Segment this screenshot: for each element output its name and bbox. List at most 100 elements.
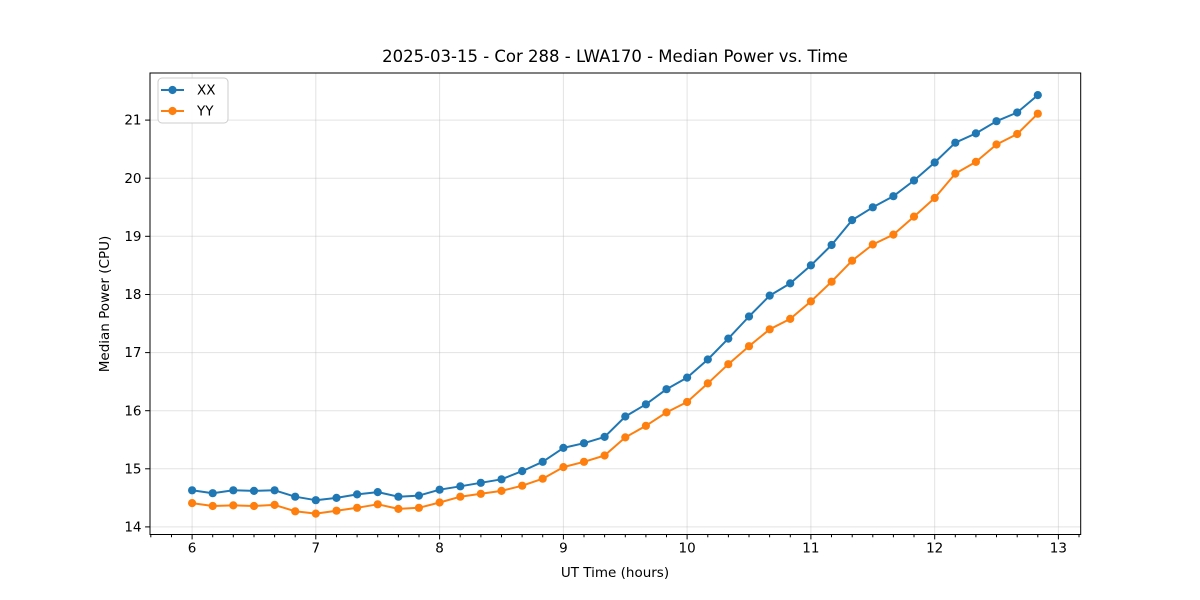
data-point-xx <box>579 439 589 448</box>
axes-ticks: 6 7 8 9 10 11 12 13 14 15 16 17 18 19 20 21 <box>124 113 1080 557</box>
data-point-yy <box>414 503 423 512</box>
data-point-xx <box>435 485 444 494</box>
data-point-xx <box>1013 108 1022 117</box>
data-point-xx <box>909 176 919 185</box>
data-point-yy <box>724 360 733 369</box>
data-point-yy <box>765 325 774 334</box>
data-point-xx <box>414 491 423 500</box>
x-tick-label: 9 <box>559 541 568 557</box>
series-line-xx <box>191 94 1039 502</box>
data-point-xx <box>497 475 506 484</box>
x-tick-label: 12 <box>926 541 943 557</box>
data-point-xx <box>848 216 857 225</box>
data-point-xx <box>353 490 362 499</box>
data-point-yy <box>930 193 939 203</box>
x-tick-label: 7 <box>312 541 321 557</box>
series-group <box>188 91 1042 518</box>
data-point-yy <box>909 212 919 221</box>
data-point-xx <box>786 279 795 288</box>
data-point-yy <box>188 499 197 508</box>
data-point-yy <box>332 506 341 515</box>
data-point-yy <box>951 169 960 178</box>
data-point-xx <box>827 240 836 250</box>
data-point-yy <box>538 474 547 483</box>
data-point-yy <box>868 240 877 249</box>
data-point-xx <box>518 467 527 476</box>
data-point-yy <box>208 501 217 511</box>
data-point-yy <box>683 397 692 407</box>
chart-title: 2025-03-15 - Cor 288 - LWA170 - Median P… <box>382 47 848 66</box>
data-point-xx <box>724 334 733 343</box>
data-point-xx <box>930 158 939 167</box>
data-point-yy <box>971 157 981 166</box>
x-tick-label: 10 <box>679 541 696 557</box>
data-point-xx <box>476 478 485 487</box>
data-point-xx <box>394 492 403 501</box>
data-point-yy <box>559 463 568 472</box>
x-tick-label: 11 <box>802 541 819 557</box>
data-point-xx <box>600 432 609 441</box>
y-tick-label: 21 <box>124 113 141 129</box>
data-point-xx <box>641 400 651 409</box>
data-point-yy <box>806 297 816 306</box>
data-point-yy <box>497 486 506 495</box>
plot-border <box>149 72 1082 535</box>
data-point-xx <box>889 192 898 201</box>
legend-label: XX <box>197 83 216 99</box>
y-tick-label: 15 <box>124 461 141 477</box>
data-point-xx <box>311 496 320 505</box>
data-point-yy <box>621 433 630 442</box>
data-point-yy <box>641 421 651 430</box>
data-point-xx <box>538 457 547 466</box>
legend-frame <box>157 77 229 124</box>
y-tick-label: 14 <box>124 519 141 535</box>
legend-label: YY <box>196 104 214 120</box>
x-tick-label: 6 <box>188 541 197 557</box>
y-tick-label: 20 <box>124 171 141 187</box>
data-point-yy <box>1013 129 1022 139</box>
data-point-yy <box>827 277 836 286</box>
data-point-xx <box>291 492 300 501</box>
data-point-yy <box>270 500 279 509</box>
data-point-xx <box>683 373 692 382</box>
series-line-yy <box>191 112 1039 515</box>
data-point-xx <box>208 489 217 498</box>
data-point-yy <box>744 342 754 351</box>
data-point-yy <box>394 504 403 513</box>
data-point-xx <box>765 291 774 300</box>
data-point-xx <box>662 385 671 394</box>
data-point-yy <box>992 140 1001 149</box>
grid <box>150 73 1081 535</box>
data-point-xx <box>621 412 630 421</box>
data-point-yy <box>889 230 898 239</box>
data-point-xx <box>229 486 238 495</box>
data-point-yy <box>456 492 465 501</box>
data-point-xx <box>270 486 279 495</box>
x-axis-label: UT Time (hours) <box>560 565 670 581</box>
data-point-yy <box>476 489 485 498</box>
y-tick-label: 19 <box>124 229 141 245</box>
data-point-yy <box>229 501 238 510</box>
x-tick-label: 13 <box>1050 541 1067 557</box>
data-point-yy <box>373 500 382 509</box>
data-point-yy <box>249 501 259 511</box>
data-point-xx <box>951 138 960 147</box>
data-point-xx <box>1033 91 1042 100</box>
data-point-yy <box>600 451 609 460</box>
data-point-yy <box>518 481 527 490</box>
data-point-yy <box>786 314 795 323</box>
data-point-yy <box>662 408 671 417</box>
y-tick-label: 18 <box>124 287 141 303</box>
data-point-yy <box>848 256 857 265</box>
legend-sample-marker <box>168 106 177 116</box>
x-tick-label: 8 <box>435 541 444 557</box>
data-point-xx <box>806 261 816 270</box>
data-point-xx <box>971 129 981 138</box>
data-point-xx <box>188 486 197 495</box>
data-point-yy <box>291 507 300 516</box>
data-point-yy <box>703 379 712 388</box>
data-point-xx <box>868 203 877 212</box>
data-point-xx <box>559 443 568 452</box>
